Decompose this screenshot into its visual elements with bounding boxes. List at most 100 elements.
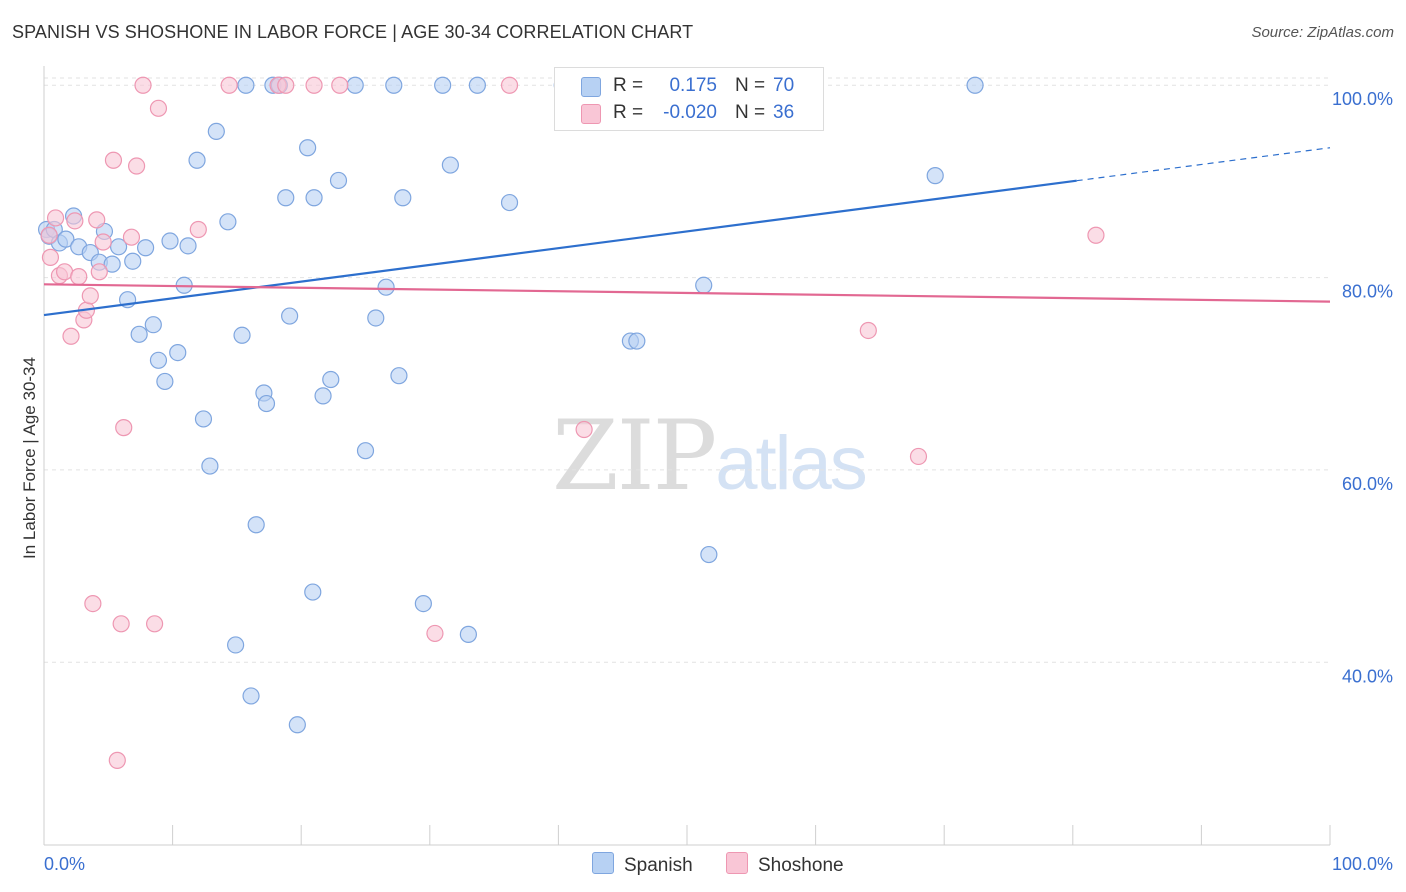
shoshone-point — [81, 287, 99, 305]
shoshone-point — [127, 157, 146, 175]
spanish-point — [144, 316, 162, 334]
spanish-point — [179, 237, 197, 255]
spanish-point — [394, 189, 412, 207]
shoshone-point — [859, 321, 877, 340]
shoshone-point — [331, 76, 349, 94]
spanish-point — [304, 583, 322, 601]
spanish-trend-line — [43, 179, 1077, 317]
spanish-point — [242, 687, 260, 705]
spanish-point — [314, 387, 332, 405]
spanish-point — [233, 326, 251, 344]
shoshone-point — [41, 248, 60, 266]
shoshone-point — [46, 209, 65, 227]
spanish-point — [188, 151, 206, 169]
y-tick-label: 40.0% — [1342, 666, 1393, 686]
spanish-point — [207, 122, 225, 140]
watermark-atlas: atlas — [715, 421, 868, 506]
shoshone-swatch — [726, 852, 748, 874]
source-label: Source: ZipAtlas.com — [1251, 24, 1394, 41]
shoshone-point — [189, 220, 207, 239]
shoshone-point — [84, 595, 102, 613]
spanish-point — [201, 457, 219, 475]
shoshone-point — [40, 226, 58, 244]
spanish-point — [247, 516, 265, 534]
shoshone-point — [305, 76, 323, 94]
spanish-point — [367, 309, 385, 327]
y-tick-label: 80.0% — [1342, 282, 1393, 302]
points-layer — [37, 76, 1105, 769]
spanish-point — [329, 171, 348, 190]
shoshone-point — [112, 615, 130, 633]
spanish-point — [277, 189, 295, 207]
n-label: N = — [735, 75, 766, 96]
spanish-point — [257, 394, 276, 413]
spanish-point — [322, 370, 340, 389]
r-label: R = — [613, 75, 644, 96]
shoshone-point — [149, 99, 168, 117]
shoshone-point — [909, 447, 928, 466]
legend-item-spanish[interactable]: Spanish — [592, 852, 693, 877]
correlation-legend: R = 0.175 N = 70 R = -0.020 N = 36 — [554, 67, 824, 131]
spanish-point — [441, 156, 459, 174]
spanish-point — [103, 255, 121, 273]
spanish-point — [149, 351, 168, 369]
r-value: -0.020 — [663, 102, 717, 123]
spanish-point — [695, 276, 713, 294]
spanish-point — [161, 232, 179, 250]
spanish-point — [459, 625, 477, 643]
legend-row-spanish: R = 0.175 N = 70 — [555, 72, 823, 100]
spanish-point — [136, 239, 155, 257]
tick-label-layer: 40.0% 60.0% 80.0% 100.0% 0.0% 100.0% — [44, 89, 1393, 874]
shoshone-point — [122, 228, 141, 246]
shoshone-point — [94, 233, 112, 251]
spanish-point — [305, 189, 323, 207]
shoshone-point — [70, 268, 88, 286]
spanish-point — [194, 410, 213, 428]
spanish-point — [169, 343, 187, 362]
spanish-point — [414, 595, 432, 613]
spanish-point — [377, 278, 395, 296]
x-tick-label: 100.0% — [1332, 854, 1393, 874]
spanish-point — [281, 307, 299, 325]
legend-item-shoshone[interactable]: Shoshone — [726, 852, 844, 877]
watermark-zip: ZIP — [552, 400, 717, 512]
y-tick-label: 60.0% — [1342, 474, 1393, 494]
spanish-swatch — [581, 77, 601, 97]
spanish-point — [299, 139, 317, 157]
shoshone-point — [134, 76, 152, 94]
spanish-swatch — [592, 852, 614, 874]
spanish-point — [109, 238, 128, 256]
legend-label-shoshone: Shoshone — [758, 855, 844, 876]
shoshone-point — [575, 420, 593, 439]
spanish-point — [219, 213, 237, 231]
spanish-point — [356, 442, 375, 460]
watermark: ZIPatlas — [552, 400, 868, 512]
spanish-point — [966, 76, 984, 94]
chart-title: SPANISH VS SHOSHONE IN LABOR FORCE | AGE… — [12, 22, 694, 42]
spanish-point — [156, 372, 174, 391]
spanish-point — [288, 716, 306, 734]
shoshone-point — [1087, 226, 1105, 244]
shoshone-point — [104, 151, 123, 169]
shoshone-point — [66, 212, 84, 230]
spanish-point — [385, 76, 403, 94]
shoshone-point — [108, 751, 126, 769]
shoshone-point — [500, 76, 519, 94]
n-label: N = — [735, 102, 766, 123]
spanish-point — [57, 230, 75, 248]
shoshone-point — [115, 419, 133, 437]
y-tick-label: 100.0% — [1332, 89, 1393, 109]
grid-layer — [44, 77, 1330, 663]
r-label: R = — [613, 102, 644, 123]
shoshone-trend-line — [43, 283, 1331, 303]
n-value: 36 — [773, 102, 795, 123]
spanish-point — [227, 636, 245, 654]
r-value: 0.175 — [669, 75, 717, 96]
shoshone-point — [277, 76, 295, 94]
spanish-point — [500, 193, 519, 212]
axis-layer — [43, 66, 1331, 846]
shoshone-point — [88, 211, 106, 229]
n-value: 70 — [773, 75, 795, 96]
x-tick-label: 0.0% — [44, 854, 85, 874]
